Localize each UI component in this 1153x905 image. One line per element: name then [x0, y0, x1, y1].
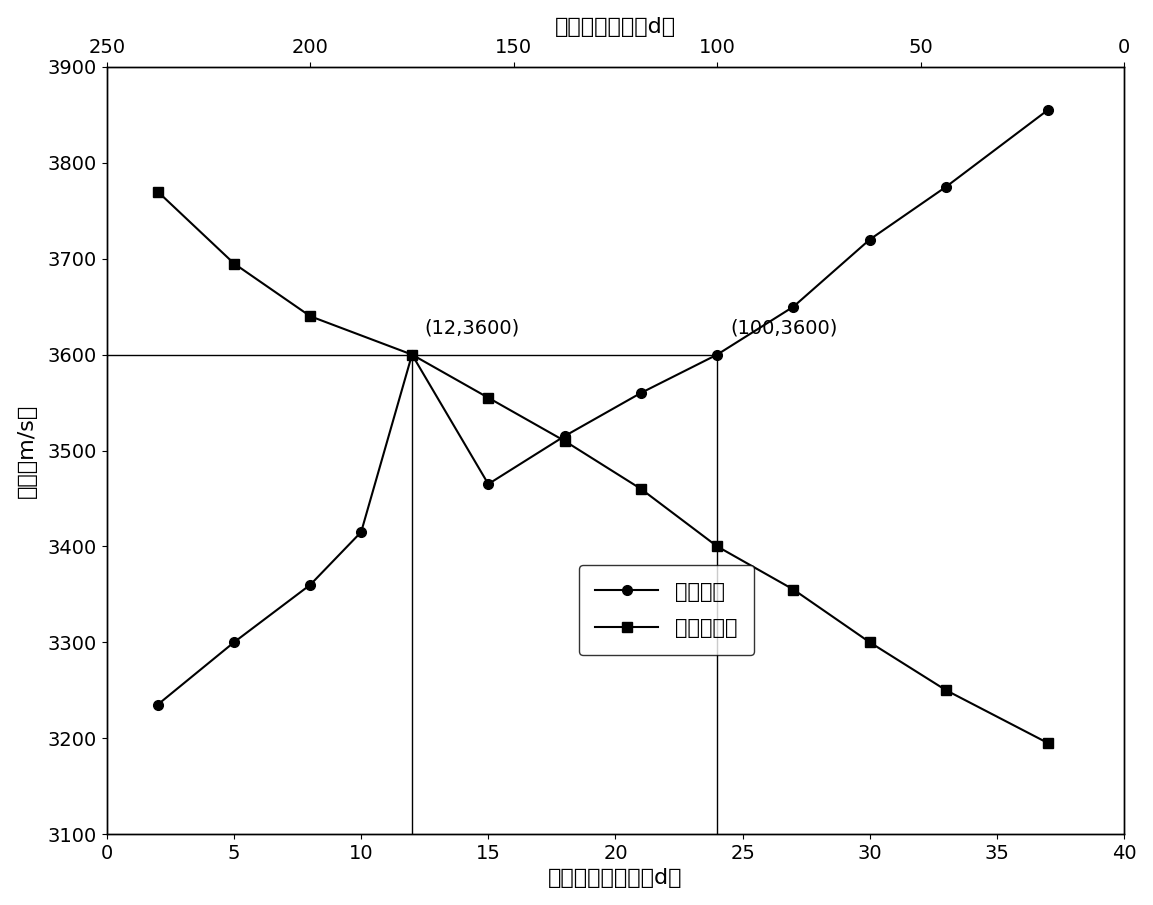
Y-axis label: 爆速（m/s）: 爆速（m/s）: [16, 404, 37, 498]
高低温循环: [558, 435, 572, 446]
高低温循环: [1041, 738, 1055, 748]
高低温循环: [151, 186, 165, 197]
高低温循环: [939, 685, 952, 696]
高低温循环: [303, 310, 317, 321]
高低温循环: [634, 483, 648, 494]
X-axis label: 自然存储天数（d）: 自然存储天数（d）: [555, 16, 676, 37]
自然存储: [354, 527, 368, 538]
自然存储: [482, 479, 496, 490]
自然存储: [1041, 105, 1055, 116]
高低温循环: [710, 541, 724, 552]
自然存储: [151, 700, 165, 710]
高低温循环: [862, 637, 876, 648]
高低温循环: [786, 584, 800, 595]
Text: (12,3600): (12,3600): [424, 319, 520, 338]
自然存储: [405, 349, 419, 360]
X-axis label: 高低温循环天数（d）: 高低温循环天数（d）: [548, 868, 683, 889]
高低温循环: [227, 258, 241, 269]
自然存储: [303, 579, 317, 590]
自然存储: [710, 349, 724, 360]
Line: 高低温循环: 高低温循环: [153, 186, 1053, 748]
Text: (100,3600): (100,3600): [730, 319, 837, 338]
Line: 自然存储: 自然存储: [153, 105, 1053, 710]
自然存储: [862, 234, 876, 245]
自然存储: [939, 181, 952, 192]
高低温循环: [482, 393, 496, 404]
自然存储: [634, 387, 648, 398]
自然存储: [227, 637, 241, 648]
自然存储: [786, 301, 800, 312]
Legend: 自然存储, 高低温循环: 自然存储, 高低温循环: [579, 565, 754, 655]
自然存储: [558, 431, 572, 442]
高低温循环: [405, 349, 419, 360]
